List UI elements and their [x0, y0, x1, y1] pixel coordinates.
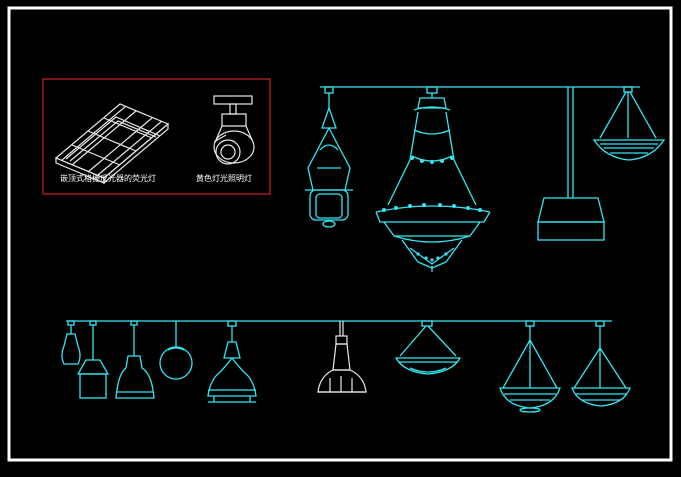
chandelier-beads	[382, 156, 482, 262]
tri-chain-bowl-pendant-icon-2	[571, 320, 631, 407]
drop-pendant-icon	[61, 320, 81, 365]
bowl-pendant-icon	[394, 320, 462, 375]
square-drum-pendant-icon	[537, 87, 605, 241]
industrial-pendant-icon	[317, 321, 367, 393]
globe-pendant-icon	[159, 321, 193, 380]
tri-chain-bowl-pendant-icon	[499, 320, 561, 413]
drawing-frame	[7, 6, 673, 462]
pendant-lamp-row-icon	[61, 320, 631, 413]
cylinder-pendant-icon	[76, 320, 110, 399]
cone-pendant-icon	[115, 320, 155, 399]
track-spotlight-icon	[213, 95, 255, 165]
inset-label-left: 嵌顶式格栅反光器的荧光灯	[60, 173, 156, 183]
inset-box: 嵌顶式格栅反光器的荧光灯 黄色灯光照明灯	[42, 78, 271, 195]
inverted-bowl-pendant-icon	[592, 86, 666, 161]
inset-box-border	[42, 78, 271, 195]
inset-label-right: 黄色灯光照明灯	[196, 173, 252, 183]
crystal-chandelier-icon	[375, 86, 491, 272]
recessed-grille-fluorescent-icon	[54, 103, 170, 185]
dome-pendant-icon	[207, 320, 257, 403]
cage-lantern-pendant-icon	[305, 86, 353, 228]
